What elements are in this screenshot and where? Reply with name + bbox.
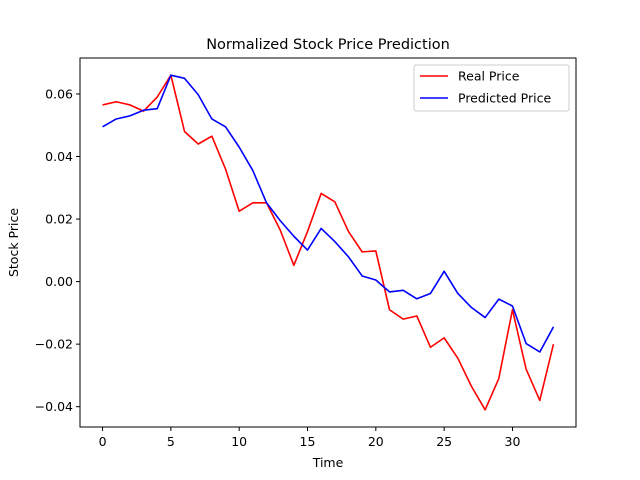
x-axis: 0 5 10 15 20 25 30 — [99, 427, 521, 449]
y-tick-label: 0.02 — [45, 212, 73, 227]
y-tick-label: 0.04 — [45, 149, 73, 164]
chart-title: Normalized Stock Price Prediction — [206, 37, 450, 53]
series-line-predicted-price — [102, 74, 555, 353]
y-tick-label: −0.04 — [35, 399, 73, 414]
axes-frame — [79, 57, 577, 428]
x-tick-label: 10 — [231, 434, 247, 449]
plot-area — [102, 74, 555, 411]
x-tick-label: 30 — [505, 434, 521, 449]
legend-label: Real Price — [458, 69, 520, 84]
y-tick-label: 0.06 — [45, 86, 73, 101]
y-tick-label: 0.00 — [45, 274, 73, 289]
y-tick-label: −0.02 — [35, 337, 73, 352]
legend: Real Price Predicted Price — [413, 64, 570, 112]
y-axis-label: Stock Price — [6, 208, 21, 277]
x-tick-label: 0 — [99, 434, 107, 449]
x-tick-label: 5 — [167, 434, 175, 449]
y-axis: −0.04 −0.02 0.00 0.02 0.04 0.06 — [35, 86, 80, 414]
x-tick-label: 15 — [300, 434, 316, 449]
x-tick-label: 25 — [436, 434, 452, 449]
legend-label: Predicted Price — [458, 91, 551, 106]
x-axis-label: Time — [312, 455, 344, 470]
x-tick-label: 20 — [368, 434, 384, 449]
series-line-real-price — [102, 74, 555, 411]
legend-box — [413, 64, 570, 112]
